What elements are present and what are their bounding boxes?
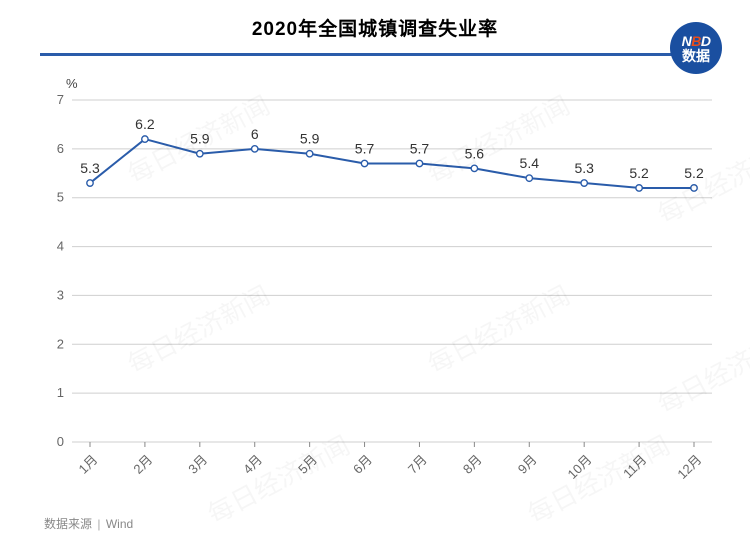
data-marker [87,180,93,186]
y-tick-label: 4 [57,239,64,254]
logo-top-text: NBD [682,34,711,48]
x-tick-label: 4月 [240,452,265,477]
data-label: 5.9 [190,131,210,147]
footer-separator: | [97,517,100,531]
data-label: 5.9 [300,131,320,147]
title-underline [40,53,710,56]
data-marker [197,151,203,157]
y-axis-unit: % [66,76,78,91]
data-marker [252,146,258,152]
chart-container: 2020年全国城镇调查失业率 NBD 数据 % 0 1 2 3 4 5 6 7 1月 2月 3月 4月… [0,0,750,546]
y-tick-label: 1 [57,385,64,400]
x-tick-label: 5月 [295,452,320,477]
footer-label: 数据来源 [44,517,92,531]
data-marker [471,165,477,171]
data-label: 5.2 [629,165,649,181]
data-label: 5.7 [410,141,430,157]
data-label: 5.2 [684,165,704,181]
x-tick-label: 12月 [674,452,704,482]
chart-header: 2020年全国城镇调查失业率 [0,0,750,56]
data-marker [526,175,532,181]
chart-title: 2020年全国城镇调查失业率 [0,0,750,41]
data-label: 6.2 [135,116,155,132]
y-tick-label: 2 [57,336,64,351]
x-tick-label: 9月 [515,452,540,477]
data-label: 5.3 [80,160,100,176]
y-tick-label: 6 [57,141,64,156]
line-chart-svg: 0 1 2 3 4 5 6 7 1月 2月 3月 4月 5月 6月 7月 8月 9月 10月 11月 12月 5.3 6.… [44,74,722,482]
data-label: 6 [251,126,259,142]
data-marker [306,151,312,157]
plot-area: % 0 1 2 3 4 5 6 7 1月 2月 3月 4月 5月 6月 7月 8月 9月 10月 11月 12月 5.3… [44,74,722,482]
y-tick-label: 0 [57,434,64,449]
x-tick-label: 3月 [185,452,210,477]
data-marker [142,136,148,142]
data-label: 5.4 [520,155,540,171]
data-source-footer: 数据来源 | Wind [44,515,133,532]
data-label: 5.3 [574,160,594,176]
nbd-logo-badge: NBD 数据 [670,22,722,74]
data-marker [691,185,697,191]
x-tick-label: 1月 [75,452,100,477]
data-marker [361,160,367,166]
y-tick-label: 5 [57,190,64,205]
y-tick-label: 7 [57,92,64,107]
data-line [90,139,694,188]
x-tick-label: 6月 [350,452,375,477]
data-label: 5.7 [355,141,375,157]
x-tick-label: 8月 [460,452,485,477]
x-tick-label: 11月 [620,452,649,481]
logo-bottom-text: 数据 [682,49,710,63]
y-tick-label: 3 [57,287,64,302]
data-label: 5.6 [465,145,485,161]
x-tick-label: 10月 [565,452,595,482]
footer-source: Wind [106,517,133,531]
data-marker [636,185,642,191]
x-tick-label: 7月 [405,452,430,477]
data-marker [416,160,422,166]
data-marker [581,180,587,186]
x-tick-label: 2月 [130,452,155,477]
